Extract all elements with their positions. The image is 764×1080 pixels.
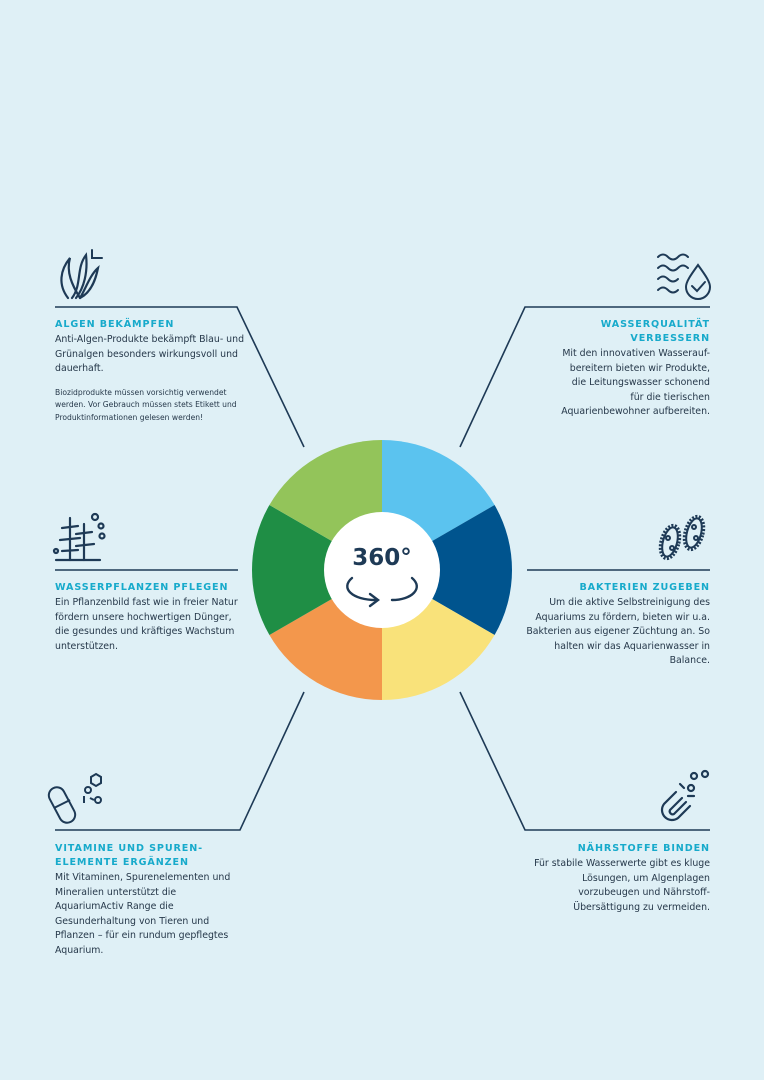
rotate-arrows-icon: [346, 576, 418, 608]
section-text: Ein Pflanzenbild fast wie in freier Natu…: [55, 597, 238, 652]
connector-line: [55, 691, 305, 831]
section-note: Biozidprodukte müssen vorsichtig verwend…: [55, 387, 237, 422]
wheel-segment: [252, 505, 382, 635]
center-label: 360°: [352, 545, 412, 571]
section-title: WASSERPFLANZEN PFLEGEN: [55, 582, 229, 593]
section-title: ALGEN BEKÄMPFEN: [55, 319, 175, 330]
section-vitamins: VITAMINE UND SPUREN-ELEMENTE ERGÄNZEN Mi…: [55, 842, 245, 959]
section-water-quality: WASSERQUALITÄT VERBESSERN Mit den innova…: [520, 318, 710, 420]
connector-line: [459, 306, 710, 448]
connector-line: [55, 306, 305, 448]
section-title: VITAMINE UND SPUREN-ELEMENTE ERGÄNZEN: [55, 843, 204, 868]
connector-line: [459, 691, 710, 831]
algae-icon: [60, 249, 103, 300]
section-bacteria: BAKTERIEN ZUGEBEN Um die aktive Selbstre…: [520, 581, 710, 669]
connector-lines: [55, 306, 710, 831]
wheel-segment: [382, 505, 512, 635]
section-text: Um die aktive Selbstreinigung des Aquari…: [526, 597, 710, 667]
capsule-molecule-icon: [47, 772, 102, 824]
section-title: BAKTERIEN ZUGEBEN: [579, 582, 710, 593]
section-algae: ALGEN BEKÄMPFEN Anti-Algen-Produkte bekä…: [55, 318, 245, 425]
section-nutrients: NÄHRSTOFFE BINDEN Für stabile Wasserwert…: [520, 842, 710, 915]
section-plants: WASSERPFLANZEN PFLEGEN Ein Pflanzenbild …: [55, 581, 245, 654]
water-drop-check-icon: [657, 253, 712, 300]
water-plant-icon: [52, 512, 106, 562]
magnet-icon: [660, 769, 710, 822]
section-title: NÄHRSTOFFE BINDEN: [577, 843, 710, 854]
section-text: Für stabile Wasserwerte gibt es kluge Lö…: [534, 858, 710, 913]
section-text: Anti-Algen-Produkte bekämpft Blau- und G…: [55, 334, 245, 375]
section-text: Mit den innovativen Wasserauf-bereitern …: [561, 348, 710, 418]
section-title: WASSERQUALITÄT VERBESSERN: [600, 319, 710, 344]
bacteria-icon: [658, 514, 706, 561]
center-circle: [324, 512, 440, 628]
section-text: Mit Vitaminen, Spurenelementen und Miner…: [55, 872, 231, 956]
